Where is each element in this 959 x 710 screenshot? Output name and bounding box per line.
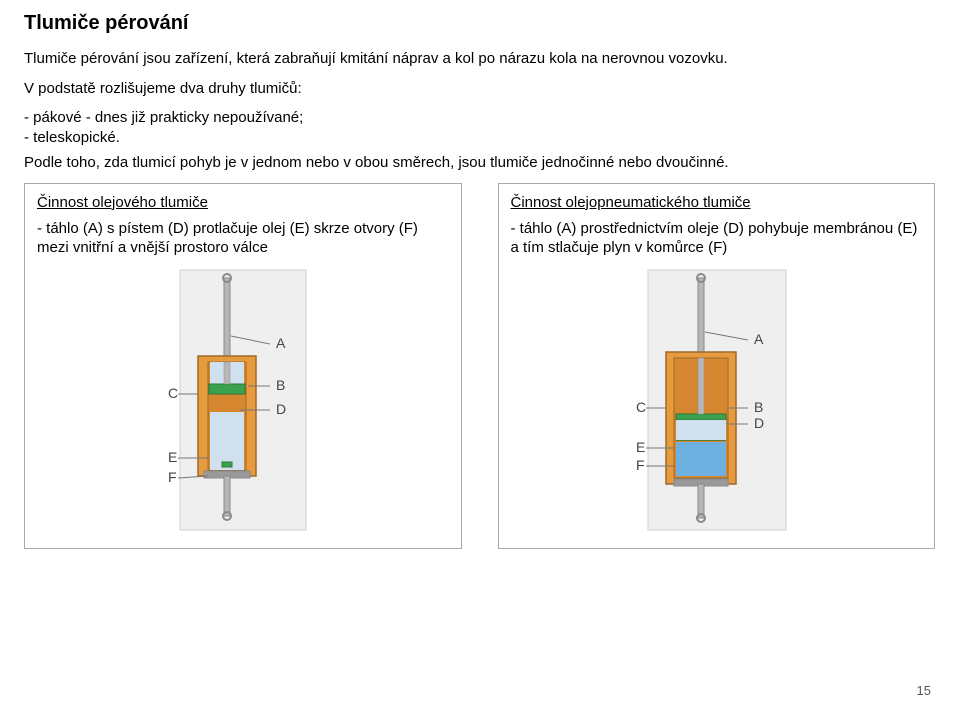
svg-text:B: B [754,399,763,415]
intro-li2: - teleskopické. [24,128,935,148]
left-heading: Činnost olejového tlumiče [37,194,449,211]
svg-text:A: A [754,331,764,347]
svg-text:C: C [168,385,178,401]
right-diagram-wrap: A B C D EF [511,266,923,536]
right-column: Činnost olejopneumatického tlumiče - táh… [498,183,936,549]
intro-p2: V podstatě rozlišujeme dva druhy tlumičů… [24,79,935,99]
intro-p1: Tlumiče pérování jsou zařízení, která za… [24,49,935,69]
page-number: 15 [917,683,931,698]
intro-block: Tlumiče pérování jsou zařízení, která za… [24,49,935,173]
columns: Činnost olejového tlumiče - táhlo (A) s … [24,183,935,549]
right-desc: - táhlo (A) prostřednictvím oleje (D) po… [511,219,923,258]
left-diagram-wrap: A B C D EF [37,266,449,536]
left-column: Činnost olejového tlumiče - táhlo (A) s … [24,183,462,549]
svg-text:A: A [276,335,286,351]
left-desc: - táhlo (A) s pístem (D) protlačuje olej… [37,219,449,258]
intro-li1: - pákové - dnes již prakticky nepoužívan… [24,108,935,128]
intro-p3: Podle toho, zda tlumicí pohyb je v jedno… [24,153,935,173]
oleopneumatic-damper-diagram: A B C D EF [626,266,806,536]
svg-text:D: D [754,415,764,431]
oil-damper-diagram: A B C D EF [158,266,328,536]
svg-text:F: F [168,469,177,485]
svg-text:F: F [636,457,645,473]
svg-text:E: E [168,449,177,465]
page-title: Tlumiče pérování [24,12,935,35]
intro-list: - pákové - dnes již prakticky nepoužívan… [24,108,935,147]
svg-text:D: D [276,401,286,417]
svg-text:E: E [636,439,645,455]
svg-text:C: C [636,399,646,415]
svg-text:B: B [276,377,285,393]
right-heading: Činnost olejopneumatického tlumiče [511,194,923,211]
